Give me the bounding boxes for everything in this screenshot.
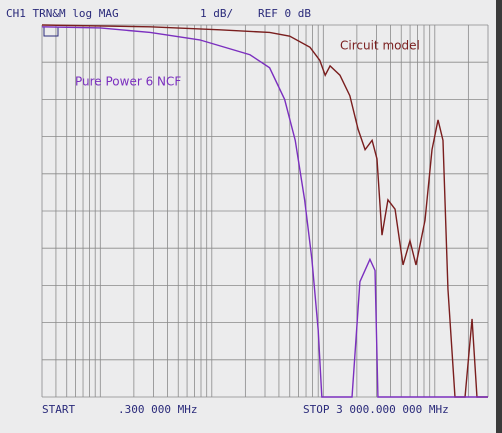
start-value: .300 000 MHz [118,403,197,416]
series-line [41,26,488,398]
reference-label: REF 0 dB [258,7,311,20]
annotation: Circuit model [340,39,420,53]
channel-label: CH1 TRN&M log MAG [6,7,119,20]
series-line [41,24,488,398]
stop-label: STOP 3 000.000 000 MHz [303,403,449,416]
right-edge [496,0,502,433]
scale-label: 1 dB/ [200,7,233,20]
annotation: Pure Power 6 NCF [75,75,181,89]
start-label: START [42,403,75,416]
